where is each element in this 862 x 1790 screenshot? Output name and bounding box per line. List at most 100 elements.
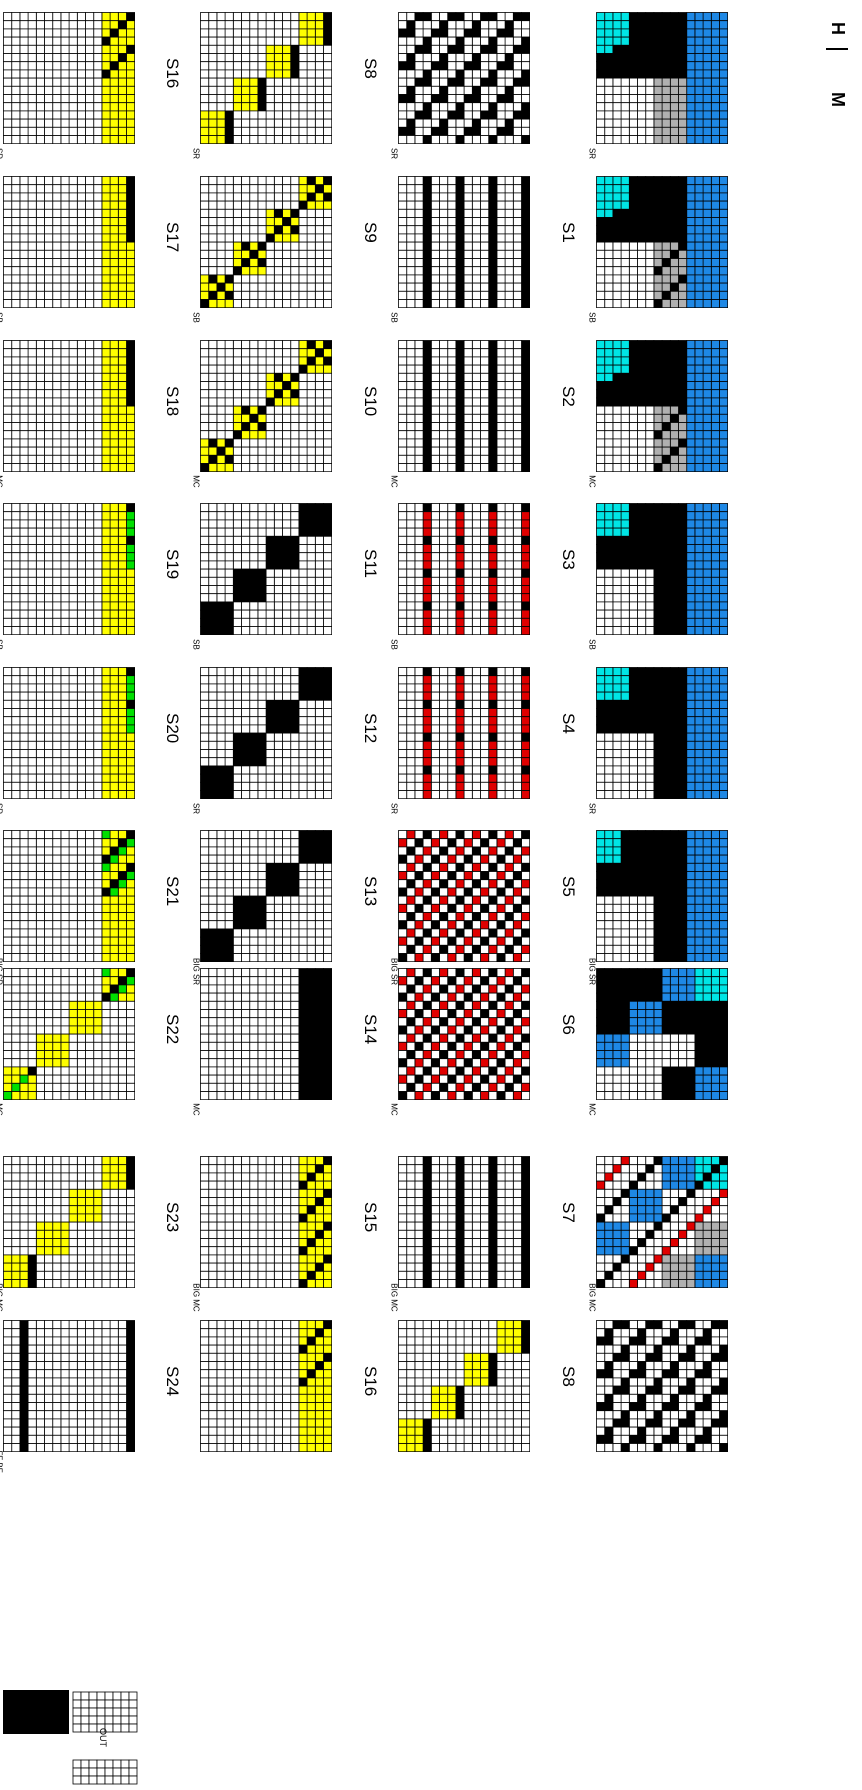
grid-cell [455,675,465,685]
grid-cell [306,110,316,120]
grid-cell [596,903,606,913]
grid-cell [471,1221,481,1231]
panel-2-1-grid [398,12,531,145]
grid-cell [447,249,457,259]
grid-cell [422,225,432,235]
grid-cell [439,1385,449,1395]
grid-cell [455,94,465,104]
grid-cell [612,1033,622,1043]
grid-cell [406,503,416,513]
grid-cell [702,1385,712,1395]
grid-cell [496,184,506,194]
grid-cell [463,356,473,366]
grid-cell [406,609,416,619]
grid-cell [612,838,622,848]
grid-cell [496,85,506,95]
grid-cell [512,299,522,309]
grid-cell [439,1369,449,1379]
grid-cell [694,389,704,399]
grid-cell [406,699,416,709]
grid-cell [314,135,324,145]
grid-cell [488,1164,498,1174]
grid-cell [694,1352,704,1362]
grid-cell [398,535,408,545]
grid-cell [447,936,457,946]
grid-cell [249,110,259,120]
grid-cell [504,135,514,145]
grid-cell [422,953,432,963]
grid-cell [282,53,292,63]
grid-cell [596,1369,606,1379]
grid-cell [653,217,663,227]
grid-cell [504,1418,514,1428]
grid-cell [596,511,606,521]
grid-cell [620,184,630,194]
grid-cell [604,249,614,259]
grid-cell [604,1082,614,1092]
grid-cell [463,405,473,415]
grid-cell [678,274,688,284]
grid-cell [719,1091,729,1101]
grid-cell [521,1434,531,1444]
grid-cell [430,102,440,112]
grid-cell [414,118,424,128]
grid-cell [422,1058,432,1068]
grid-cell [669,1082,679,1092]
grid-cell [480,609,490,619]
grid-cell [620,118,630,128]
grid-cell [719,266,729,276]
grid-cell [596,208,606,218]
grid-cell [637,12,647,22]
grid-cell [669,20,679,30]
grid-cell [512,274,522,284]
grid-cell [273,94,283,104]
grid-cell [224,53,234,63]
grid-cell [504,1221,514,1231]
grid-cell [645,1254,655,1264]
grid-cell [628,1172,638,1182]
grid-cell [653,895,663,905]
grid-cell [645,1385,655,1395]
grid-cell [620,1418,630,1428]
grid-cell [710,691,720,701]
grid-cell [430,438,440,448]
grid-cell [504,282,514,292]
grid-cell [612,290,622,300]
grid-cell [480,1082,490,1092]
grid-cell [406,1443,416,1453]
grid-cell [414,699,424,709]
grid-cell [471,838,481,848]
grid-cell [471,790,481,800]
grid-cell [504,274,514,284]
grid-cell [447,617,457,627]
grid-cell [398,364,408,374]
grid-cell [398,1443,408,1453]
grid-cell [596,405,606,415]
grid-cell [694,862,704,872]
grid-cell [521,61,531,71]
grid-cell [504,12,514,22]
grid-cell [414,944,424,954]
grid-cell [694,740,704,750]
grid-cell [719,241,729,251]
grid-cell [496,871,506,881]
grid-cell [686,838,696,848]
grid-cell [678,1221,688,1231]
grid-cell [694,1443,704,1453]
grid-cell [710,1221,720,1231]
grid-cell [637,984,647,994]
grid-cell [496,1270,506,1280]
grid-cell [694,1402,704,1412]
grid-cell [298,299,308,309]
grid-cell [406,765,416,775]
grid-cell [661,241,671,251]
grid-cell [686,372,696,382]
grid-cell [480,266,490,276]
grid-cell [604,225,614,235]
grid-cell [414,560,424,570]
grid-cell [488,53,498,63]
grid-cell [447,879,457,889]
grid-cell [678,895,688,905]
grid-cell [488,1238,498,1248]
grid-cell [406,1074,416,1084]
